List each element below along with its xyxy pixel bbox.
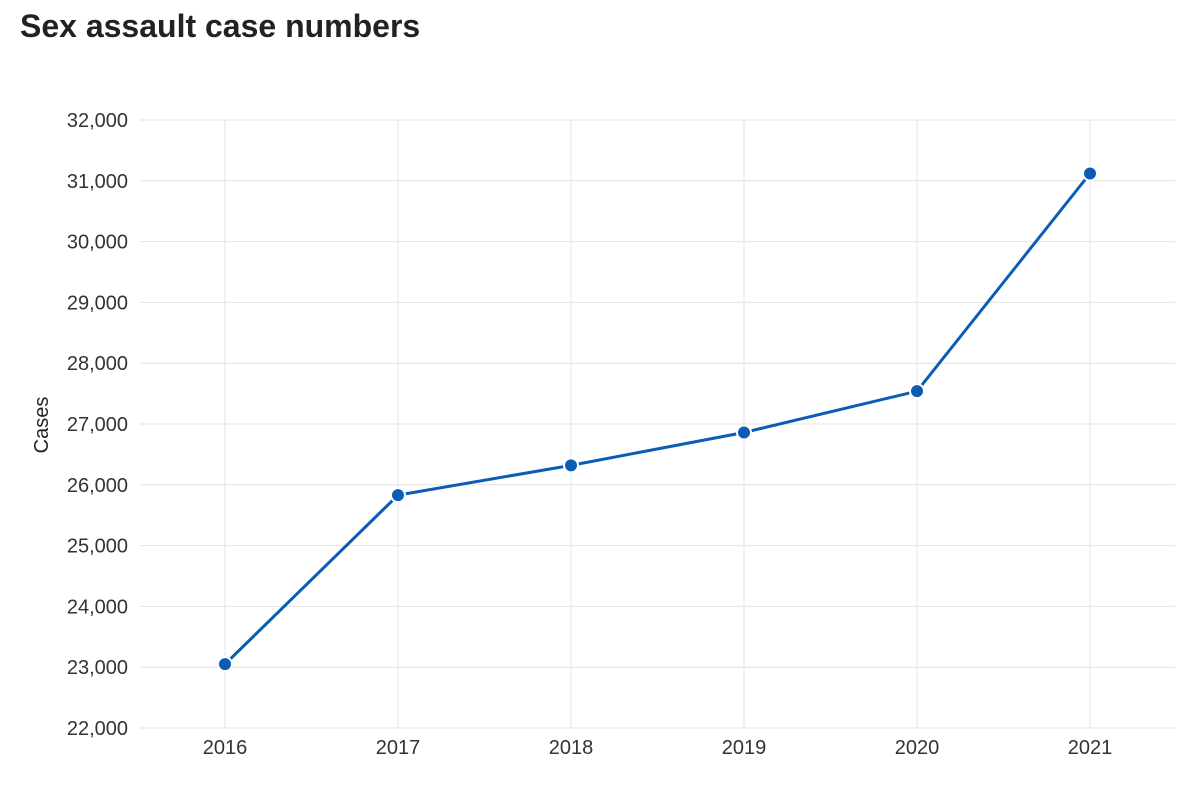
y-tick-label: 23,000 xyxy=(67,657,128,679)
y-tick-label: 24,000 xyxy=(67,596,128,618)
x-tick-label: 2021 xyxy=(1068,737,1113,759)
y-tick-label: 25,000 xyxy=(67,536,128,558)
data-point-marker[interactable] xyxy=(563,457,579,474)
y-tick-label: 30,000 xyxy=(67,232,128,254)
grid-layer xyxy=(140,119,1175,729)
series-layer xyxy=(217,165,1098,673)
chart-title: Sex assault case numbers xyxy=(20,8,421,44)
y-axis-tick-labels: 22,000 23,000 24,000 25,000 26,000 27,000 28,0… xyxy=(67,110,128,740)
y-tick-label: 28,000 xyxy=(67,353,128,375)
y-tick-label: 32,000 xyxy=(67,110,128,132)
data-point-marker[interactable] xyxy=(217,656,233,673)
x-tick-label: 2017 xyxy=(376,737,421,759)
y-tick-label: 29,000 xyxy=(67,292,128,314)
series-line xyxy=(223,172,1092,666)
y-tick-label: 22,000 xyxy=(67,718,128,740)
data-point-marker[interactable] xyxy=(390,487,406,504)
y-axis-title: Cases xyxy=(31,397,53,454)
y-tick-label: 27,000 xyxy=(67,414,128,436)
x-axis-tick-labels: 2016 2017 2018 2019 2020 2021 xyxy=(203,737,1113,759)
y-tick-label: 26,000 xyxy=(67,475,128,497)
x-tick-label: 2018 xyxy=(549,737,594,759)
x-tick-label: 2020 xyxy=(895,737,940,759)
data-point-marker[interactable] xyxy=(1082,165,1098,182)
x-tick-label: 2019 xyxy=(722,737,767,759)
y-tick-label: 31,000 xyxy=(67,171,128,193)
x-tick-label: 2016 xyxy=(203,737,248,759)
data-point-marker[interactable] xyxy=(736,424,752,441)
data-point-marker[interactable] xyxy=(909,383,925,400)
